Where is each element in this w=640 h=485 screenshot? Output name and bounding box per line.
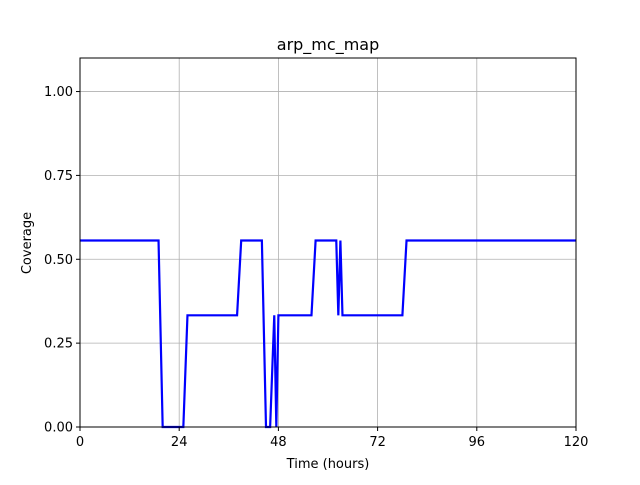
x-tick-label: 24 <box>171 435 188 450</box>
y-tick-label: 0.25 <box>44 337 73 352</box>
y-tick-label: 1.00 <box>44 85 73 100</box>
y-tick-label: 0.00 <box>44 421 73 436</box>
y-axis-label: Coverage <box>20 212 35 274</box>
series-line <box>80 239 576 429</box>
y-ticks: 0.00 0.25 0.50 0.75 1.00 <box>44 85 80 436</box>
y-tick-label: 0.50 <box>44 253 73 268</box>
series-group <box>80 239 576 429</box>
grid-lines <box>79 58 577 428</box>
x-ticks: 0 24 48 72 96 120 <box>76 427 589 450</box>
x-tick-label: 48 <box>270 435 287 450</box>
x-tick-label: 96 <box>469 435 486 450</box>
y-tick-label: 0.75 <box>44 169 73 184</box>
chart-title: arp_mc_map <box>277 35 379 55</box>
x-tick-label: 120 <box>564 435 589 450</box>
x-tick-label: 72 <box>369 435 386 450</box>
x-axis-label: Time (hours) <box>286 457 370 472</box>
plot-frame <box>79 57 577 428</box>
x-tick-label: 0 <box>76 435 84 450</box>
